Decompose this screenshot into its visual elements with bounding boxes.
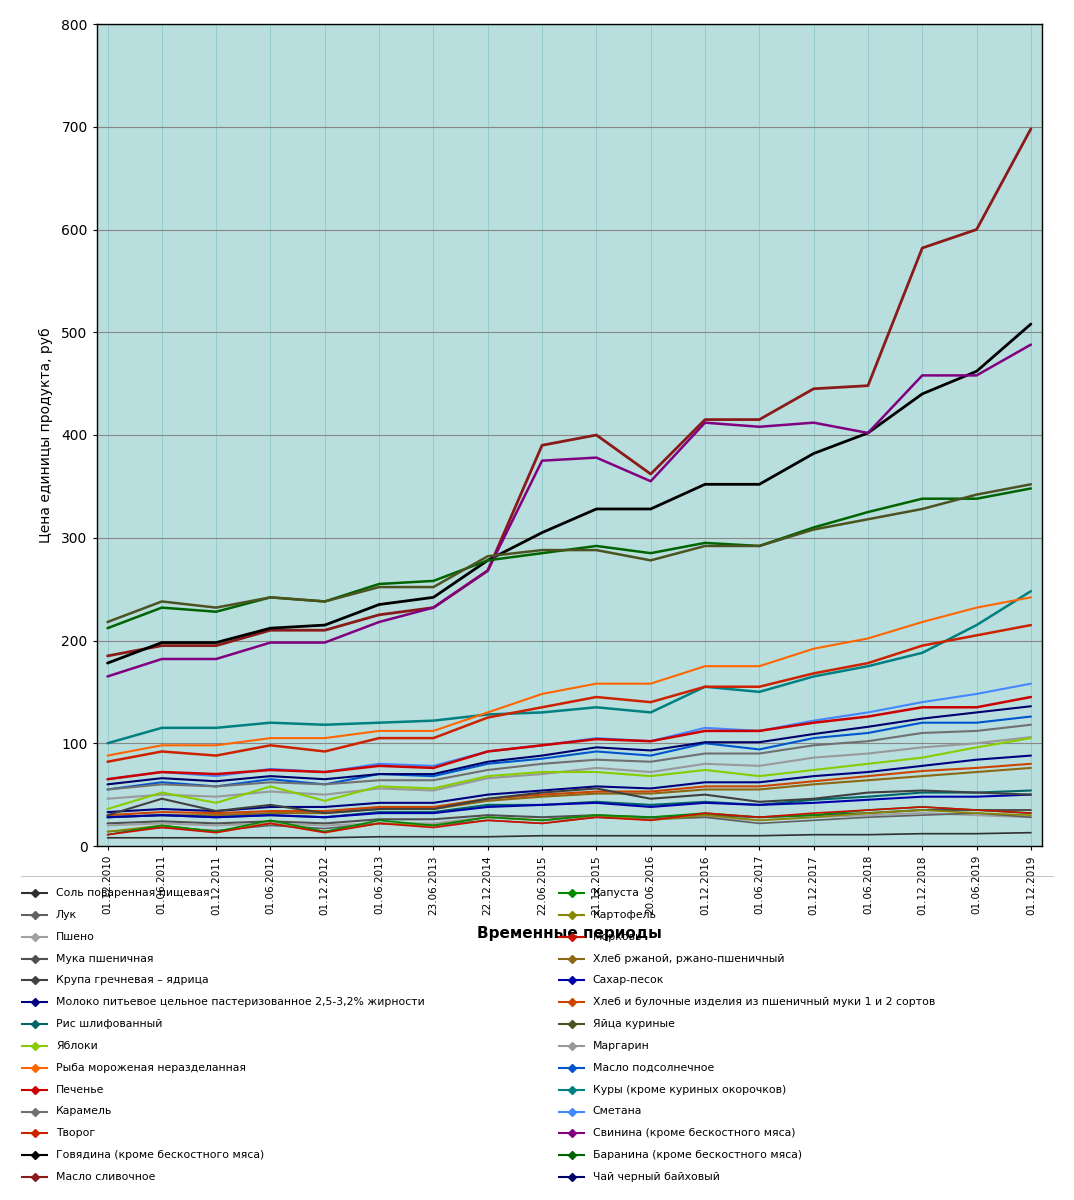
- Text: Куры (кроме куриных окорочков): Куры (кроме куриных окорочков): [593, 1085, 786, 1094]
- Text: Молоко питьевое цельное пастеризованное 2,5-3,2% жирности: Молоко питьевое цельное пастеризованное …: [56, 997, 424, 1007]
- Text: Карамель: Карамель: [56, 1106, 112, 1116]
- Text: Рис шлифованный: Рис шлифованный: [56, 1019, 162, 1030]
- Text: Морковь: Морковь: [593, 931, 642, 942]
- Text: Капуста: Капуста: [593, 888, 640, 898]
- Text: Сметана: Сметана: [593, 1106, 642, 1116]
- Text: Яйца куриные: Яйца куриные: [593, 1019, 674, 1030]
- Text: Яблоки: Яблоки: [56, 1040, 98, 1051]
- Text: Мука пшеничная: Мука пшеничная: [56, 954, 154, 964]
- Text: Чай черный байховый: Чай черный байховый: [593, 1172, 720, 1182]
- Text: Лук: Лук: [56, 910, 77, 919]
- Y-axis label: Цена единицы продукта, руб: Цена единицы продукта, руб: [39, 328, 53, 542]
- Text: Свинина (кроме бескостного мяса): Свинина (кроме бескостного мяса): [593, 1128, 796, 1139]
- Text: Картофель: Картофель: [593, 910, 656, 919]
- Text: Творог: Творог: [56, 1128, 95, 1139]
- Text: Сахар-песок: Сахар-песок: [593, 976, 664, 985]
- Text: Хлеб ржаной, ржано-пшеничный: Хлеб ржаной, ржано-пшеничный: [593, 954, 784, 964]
- Text: Рыба мороженая неразделанная: Рыба мороженая неразделанная: [56, 1063, 246, 1073]
- Text: Соль поваренная пищевая: Соль поваренная пищевая: [56, 888, 209, 898]
- Text: Маргарин: Маргарин: [593, 1040, 650, 1051]
- Text: Говядина (кроме бескостного мяса): Говядина (кроме бескостного мяса): [56, 1151, 264, 1160]
- Text: Масло сливочное: Масло сливочное: [56, 1172, 156, 1182]
- Text: Баранина (кроме бескостного мяса): Баранина (кроме бескостного мяса): [593, 1151, 802, 1160]
- Text: Печенье: Печенье: [56, 1085, 104, 1094]
- Text: Хлеб и булочные изделия из пшеничный муки 1 и 2 сортов: Хлеб и булочные изделия из пшеничный мук…: [593, 997, 935, 1007]
- Text: Масло подсолнечное: Масло подсолнечное: [593, 1063, 714, 1073]
- Text: Пшено: Пшено: [56, 931, 95, 942]
- X-axis label: Временные периоды: Временные периоды: [477, 925, 662, 941]
- Text: Крупа гречневая – ядрица: Крупа гречневая – ядрица: [56, 976, 208, 985]
